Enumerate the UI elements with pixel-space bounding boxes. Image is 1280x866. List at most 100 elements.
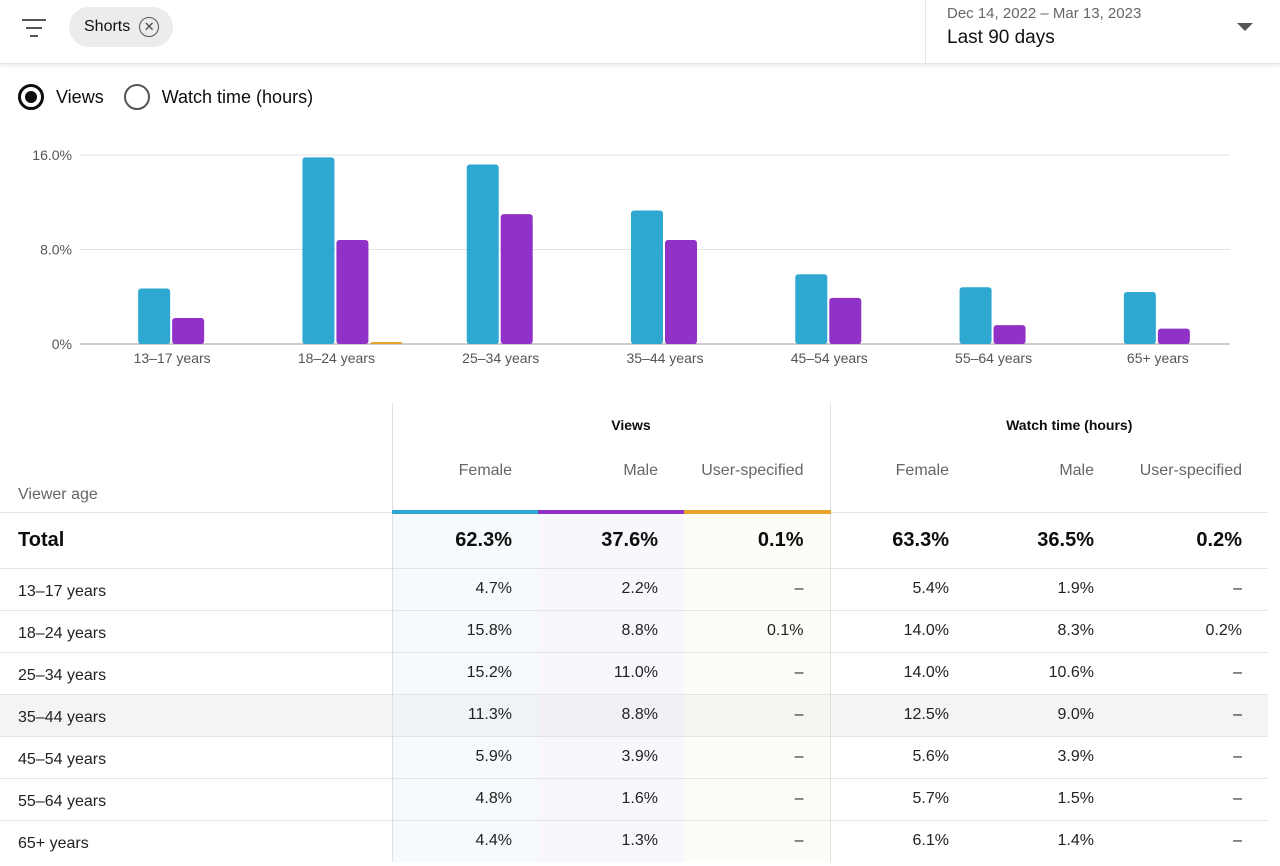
col-header-female[interactable]: Female <box>829 447 975 512</box>
x-tick-label: 45–54 years <box>791 350 868 366</box>
cell-views-male: 37.6% <box>538 510 684 568</box>
cell-views-female: 4.8% <box>391 777 538 820</box>
bar-male[interactable] <box>993 325 1026 344</box>
filter-chip-label: Shorts <box>84 18 131 35</box>
cell-watch-female: 12.5% <box>829 693 975 736</box>
cell-watch-male: 1.4% <box>975 819 1120 862</box>
bar-male[interactable] <box>665 240 697 344</box>
cell-watch-user-specified: – <box>1120 693 1268 736</box>
table-row: 55–64 years 4.8% 1.6% –5.7% 1.5% – <box>0 777 1268 820</box>
row-label: 13–17 years <box>0 567 392 610</box>
row-label: 45–54 years <box>0 735 392 778</box>
col-header-user-specified[interactable]: User-specified <box>701 462 804 479</box>
cell-watch-user-specified: – <box>1120 567 1268 610</box>
y-tick-label: 0% <box>52 336 72 352</box>
bar-male[interactable] <box>172 318 205 344</box>
cell-watch-user-specified: – <box>1120 777 1268 820</box>
cell-watch-female: 6.1% <box>829 819 975 862</box>
cell-watch-female: 14.0% <box>829 651 975 694</box>
radio-watch-time[interactable]: Watch time (hours) <box>123 84 314 110</box>
bar-female[interactable] <box>302 157 335 344</box>
bar-female[interactable] <box>631 210 663 344</box>
cell-views-female: 11.3% <box>391 693 538 736</box>
bar-female[interactable] <box>795 274 828 344</box>
cell-views-male: 11.0% <box>538 651 684 694</box>
row-label: 35–44 years <box>0 693 392 736</box>
table-row: 65+ years 4.4% 1.3% –6.1% 1.4% – <box>0 819 1268 862</box>
cell-views-female: 5.9% <box>391 735 538 778</box>
radio-views[interactable]: Views <box>18 84 104 110</box>
row-label: 25–34 years <box>0 651 392 694</box>
cell-watch-female: 5.7% <box>829 777 975 820</box>
cell-views-male: 8.8% <box>538 693 684 736</box>
x-tick-label: 55–64 years <box>955 350 1032 366</box>
bar-female[interactable] <box>959 287 992 344</box>
filter-chip-shorts[interactable]: Shorts ✕ <box>69 7 173 47</box>
radio-label: Views <box>56 86 104 107</box>
bar-female[interactable] <box>138 288 171 344</box>
viewer-age-header: Viewer age <box>18 485 98 503</box>
cell-watch-male: 36.5% <box>975 511 1120 568</box>
bar-male[interactable] <box>336 240 369 344</box>
watch-time-group-header: Watch time (hours) <box>829 403 1268 447</box>
date-range-text: Dec 14, 2022 – Mar 13, 2023 <box>947 5 1142 22</box>
bar-male[interactable] <box>500 214 533 344</box>
period-label: Last 90 days <box>947 27 1055 48</box>
cell-watch-user-specified: – <box>1120 735 1268 778</box>
cell-watch-user-specified: 0.2% <box>1120 511 1268 568</box>
bar-user_specified[interactable] <box>370 342 403 344</box>
metric-toggle: Views Watch time (hours) <box>18 84 333 110</box>
cell-watch-user-specified: – <box>1120 819 1268 862</box>
cell-watch-male: 1.5% <box>975 777 1120 820</box>
radio-checked-icon[interactable] <box>18 84 44 110</box>
cell-watch-user-specified: 0.2% <box>1120 609 1268 652</box>
x-tick-label: 13–17 years <box>134 350 211 366</box>
bar-female[interactable] <box>466 164 499 344</box>
row-label: 18–24 years <box>0 609 392 652</box>
cell-watch-female: 63.3% <box>829 511 975 568</box>
radio-label: Watch time (hours) <box>161 86 314 107</box>
row-label: 65+ years <box>0 819 392 862</box>
table-row: 45–54 years 5.9% 3.9% –5.6% 3.9% – <box>0 735 1268 778</box>
x-tick-label: 25–34 years <box>462 350 539 366</box>
table-row: 25–34 years 15.2% 11.0% –14.0% 10.6% – <box>0 651 1268 694</box>
cell-views-female: 4.4% <box>391 819 538 862</box>
cell-views-user-specified: 0.1% <box>684 510 830 568</box>
cell-views-user-specified: – <box>684 567 830 610</box>
cell-watch-user-specified: – <box>1120 651 1268 694</box>
cell-watch-male: 3.9% <box>975 735 1120 778</box>
cell-watch-male: 9.0% <box>975 693 1120 736</box>
age-gender-bar-chart: 0% 8.0% 16.0% 13–17 years 18–24 years 25–34 y… <box>32 147 1230 366</box>
cell-watch-female: 5.4% <box>829 567 975 610</box>
total-row: Total 62.3% 37.6% 0.1% 63.3% 36.5% 0.2% <box>0 510 1268 568</box>
filter-icon[interactable] <box>20 16 48 40</box>
bar-female[interactable] <box>1123 292 1156 344</box>
col-header-male[interactable]: Male <box>623 462 658 479</box>
cell-views-user-specified: – <box>684 819 830 862</box>
cell-watch-male: 1.9% <box>975 567 1120 610</box>
x-tick-label: 18–24 years <box>298 350 375 366</box>
cell-views-user-specified: – <box>684 735 830 778</box>
cell-views-male: 2.2% <box>538 567 684 610</box>
row-label: Total <box>0 511 392 568</box>
date-range-dropdown[interactable]: Dec 14, 2022 – Mar 13, 2023 Last 90 days <box>925 0 1280 64</box>
y-tick-label: 16.0% <box>32 147 72 163</box>
cell-views-male: 1.6% <box>538 777 684 820</box>
bar-male[interactable] <box>1157 328 1190 344</box>
cell-views-male: 8.8% <box>538 609 684 652</box>
cell-watch-male: 10.6% <box>975 651 1120 694</box>
col-header-male[interactable]: Male <box>1059 462 1094 479</box>
col-header-user-specified[interactable]: User-specified <box>1139 462 1242 479</box>
cell-watch-female: 5.6% <box>829 735 975 778</box>
close-icon[interactable]: ✕ <box>139 17 160 37</box>
x-tick-label: 65+ years <box>1127 350 1189 366</box>
col-header-female[interactable]: Female <box>391 447 538 512</box>
table-row: 35–44 years 11.3% 8.8% –12.5% 9.0% – <box>0 693 1268 736</box>
cell-watch-female: 14.0% <box>829 609 975 652</box>
demographics-table: Viewer age Views Watch time (hours) Fema… <box>0 403 1268 862</box>
radio-unchecked-icon[interactable] <box>123 84 150 110</box>
bar-male[interactable] <box>829 297 862 344</box>
cell-views-user-specified: – <box>684 693 830 736</box>
cell-views-user-specified: – <box>684 651 830 694</box>
cell-views-female: 15.8% <box>391 609 538 652</box>
